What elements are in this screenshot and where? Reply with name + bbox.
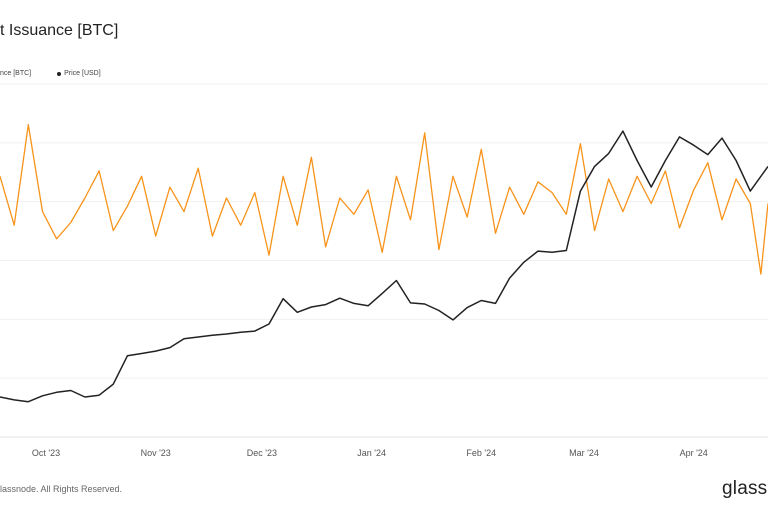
legend-item-issuance[interactable]: nce [BTC] xyxy=(0,70,31,77)
price-line xyxy=(0,130,768,403)
x-tick-label: Oct '23 xyxy=(32,448,60,458)
chart-title: t Issuance [BTC] xyxy=(0,22,119,39)
x-tick-label: Feb '24 xyxy=(466,448,496,458)
x-tick-label: Mar '24 xyxy=(569,448,599,458)
x-axis-ticks: Oct '23 Nov '23 Dec '23 Jan '24 Feb '24 Mar '… xyxy=(32,448,708,458)
x-tick-label: Nov '23 xyxy=(141,448,171,458)
legend: nce [BTC] Price [USD] xyxy=(0,70,101,77)
legend-label-price: Price [USD] xyxy=(64,70,101,77)
issuance-line xyxy=(0,124,768,275)
grid-lines xyxy=(0,83,768,438)
legend-item-price[interactable]: Price [USD] xyxy=(57,70,101,77)
x-tick-label: Dec '23 xyxy=(247,448,277,458)
x-tick-label: Jan '24 xyxy=(357,448,386,458)
legend-label-issuance: nce [BTC] xyxy=(0,70,32,77)
copyright-text: lassnode. All Rights Reserved. xyxy=(0,484,123,494)
legend-dot-price xyxy=(57,71,62,76)
price-series xyxy=(0,130,768,403)
issuance-series xyxy=(0,124,768,275)
x-tick-label: Apr '24 xyxy=(680,448,708,458)
glassnode-logo: glass xyxy=(722,478,768,499)
